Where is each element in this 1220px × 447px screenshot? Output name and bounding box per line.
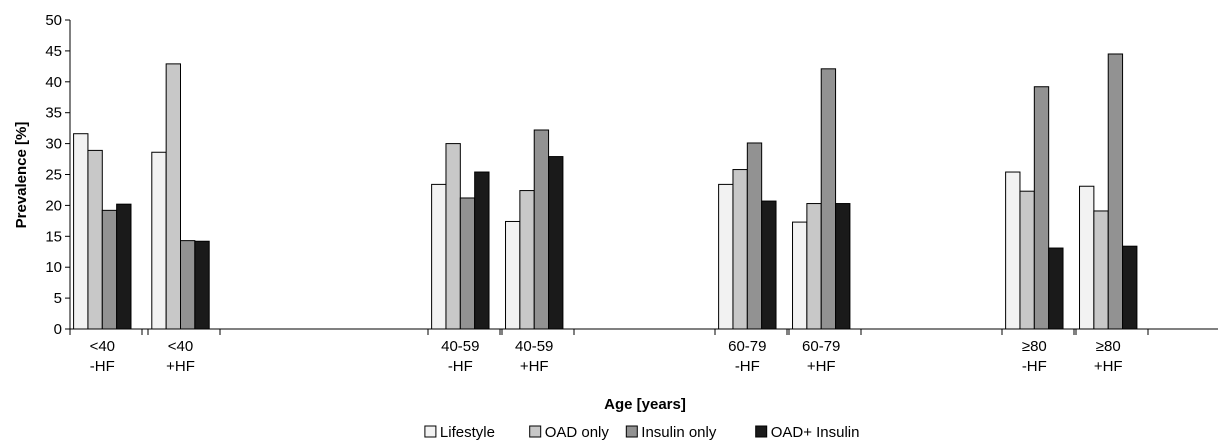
bar-oad-insulin: [548, 156, 564, 330]
bar-oad-insulin: [1122, 245, 1138, 330]
bar-insulin-only: [101, 209, 118, 330]
x-axis-title: Age [years]: [604, 396, 686, 413]
y-tick-label: 30: [45, 136, 62, 153]
x-tick-label-line1: 40-59: [515, 338, 553, 355]
legend-label: Insulin only: [641, 424, 717, 441]
x-tick-label-line1: 60-79: [802, 338, 840, 355]
y-tick-label: 5: [54, 290, 62, 307]
axes-layer: [65, 19, 1218, 335]
y-tick-label: 20: [45, 197, 62, 214]
x-tick-label-line1: <40: [90, 338, 115, 355]
bar-oad-only: [87, 149, 103, 330]
bar-oad-insulin: [194, 240, 210, 330]
bar-oad-insulin: [474, 171, 490, 330]
x-tick-label-line1: ≥80: [1096, 338, 1121, 355]
bar-oad-insulin: [116, 203, 132, 330]
bar-insulin-only: [533, 129, 550, 330]
x-tick-label-line2: +HF: [520, 358, 549, 375]
bar-lifestyle: [151, 151, 167, 330]
bar-lifestyle: [431, 183, 447, 330]
bar-lifestyle: [792, 221, 808, 330]
y-tick-label: 10: [45, 259, 62, 276]
y-tick-label: 45: [45, 43, 62, 60]
x-tick-label-line2: -HF: [90, 358, 115, 375]
bar-insulin-only: [820, 68, 837, 330]
legend-swatch: [755, 425, 768, 438]
y-tick-label: 35: [45, 105, 62, 122]
bar-oad-insulin: [1048, 247, 1064, 330]
tick-labels-layer: 0 5 10 15 20 25 30 35 40 45 50 <40 -HF <40 +HF 40-59 -HF…: [45, 12, 1122, 375]
bars-layer: [73, 53, 1138, 330]
x-tick-label-line1: <40: [168, 338, 193, 355]
x-tick-label-line2: +HF: [1094, 358, 1123, 375]
legend: Lifestyle OAD only Insulin only OAD+ Insuli…: [424, 424, 860, 441]
bar-insulin-only: [1033, 86, 1050, 330]
x-tick-label-line2: -HF: [735, 358, 760, 375]
x-tick-label-line2: -HF: [448, 358, 473, 375]
bar-insulin-only: [180, 240, 196, 330]
legend-swatch: [625, 425, 638, 438]
bar-oad-only: [732, 169, 748, 330]
bar-oad-insulin: [761, 200, 777, 330]
bar-oad-only: [165, 63, 181, 330]
legend-swatch: [424, 425, 437, 438]
x-tick-label-line2: +HF: [807, 358, 836, 375]
bar-oad-only: [1093, 210, 1109, 330]
bar-lifestyle: [505, 220, 521, 330]
bar-insulin-only: [459, 197, 476, 330]
legend-label: OAD only: [545, 424, 610, 441]
y-tick-label: 0: [54, 321, 62, 338]
bar-insulin-only: [1107, 53, 1124, 330]
bar-insulin-only: [746, 142, 763, 330]
x-tick-label-line1: 40-59: [441, 338, 479, 355]
bar-oad-insulin: [835, 203, 851, 330]
y-tick-label: 15: [45, 228, 62, 245]
y-tick-label: 50: [45, 12, 62, 29]
y-tick-label: 25: [45, 167, 62, 184]
bar-lifestyle: [73, 133, 89, 330]
bar-lifestyle: [1079, 185, 1095, 330]
legend-swatch: [529, 425, 542, 438]
x-tick-label-line1: 60-79: [728, 338, 766, 355]
bar-oad-only: [519, 190, 535, 330]
legend-label: Lifestyle: [440, 424, 495, 441]
x-tick-label-line1: ≥80: [1022, 338, 1047, 355]
x-tick-label-line2: -HF: [1022, 358, 1047, 375]
bar-lifestyle: [1005, 171, 1021, 330]
bar-oad-only: [1019, 190, 1035, 330]
legend-label: OAD+ Insulin: [771, 424, 860, 441]
bar-oad-only: [806, 203, 822, 330]
bar-oad-only: [445, 143, 461, 330]
y-tick-label: 40: [45, 74, 62, 91]
x-tick-label-line2: +HF: [166, 358, 195, 375]
bar-lifestyle: [718, 183, 734, 330]
y-axis-title: Prevalence [%]: [13, 122, 30, 229]
